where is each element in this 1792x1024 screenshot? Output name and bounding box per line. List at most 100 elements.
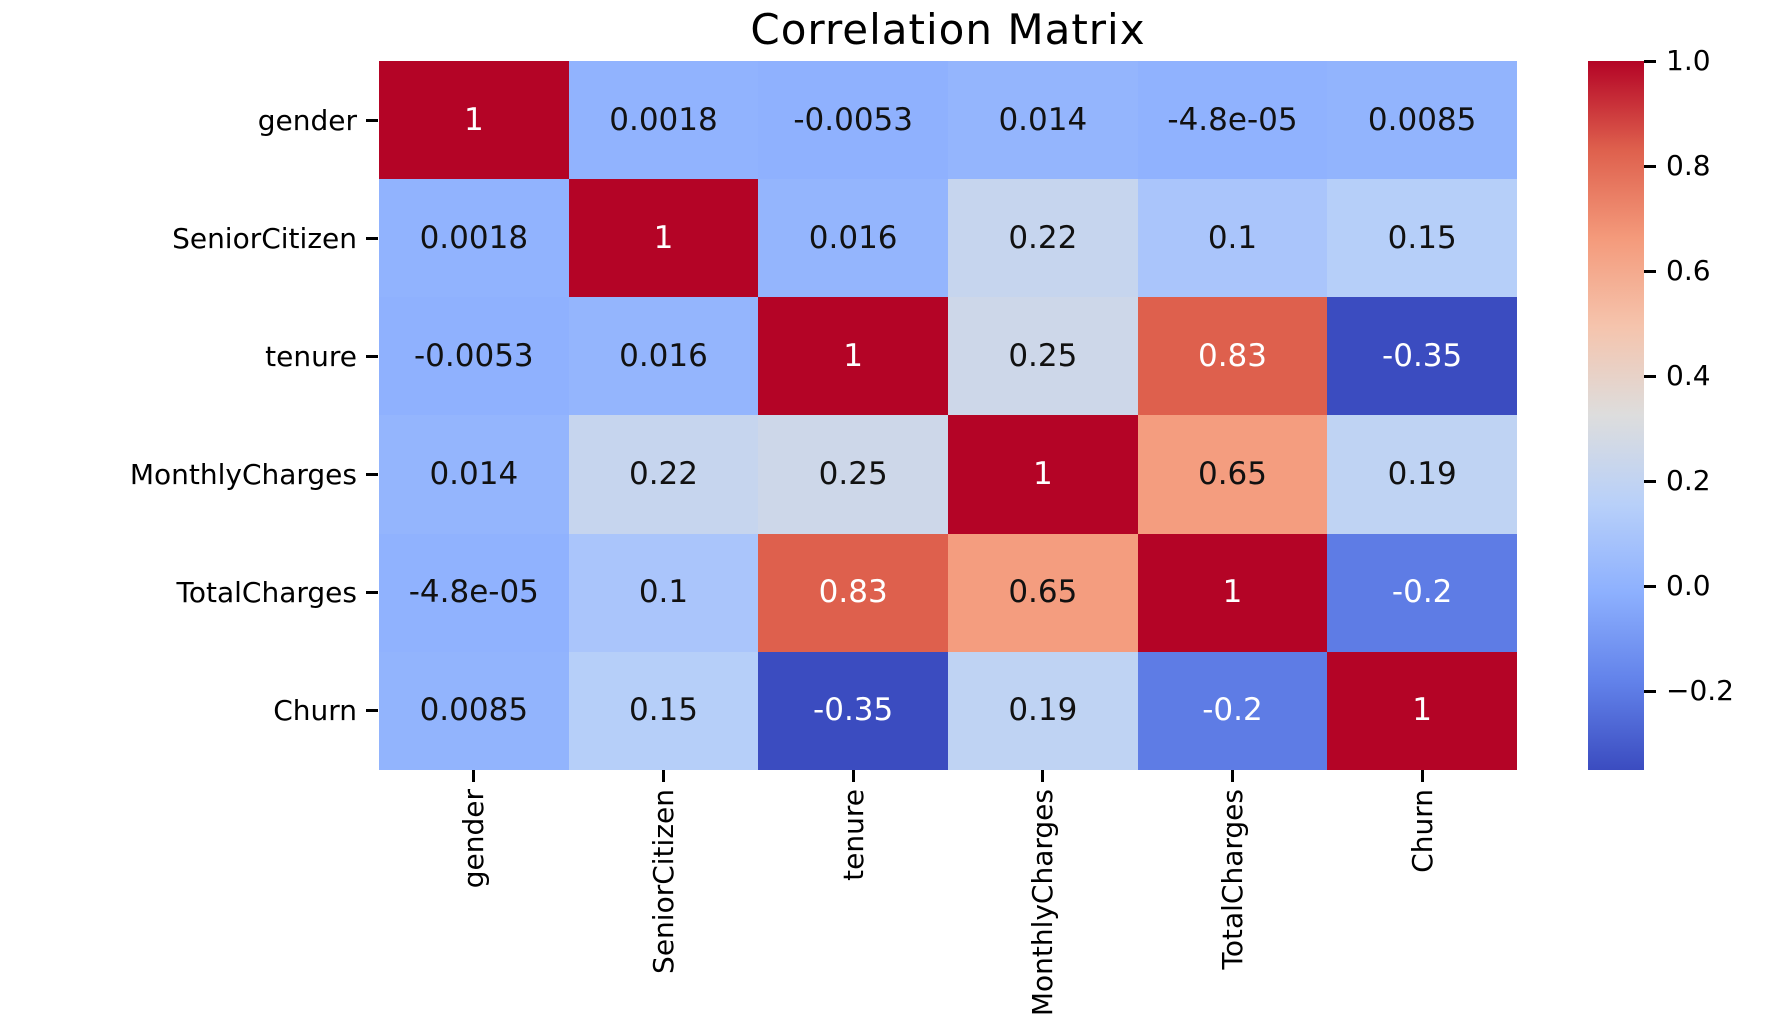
heatmap-cell-gender-Churn: 0.0085 bbox=[1327, 61, 1517, 180]
cell-value: 0.0018 bbox=[609, 101, 718, 138]
heatmap-cell-TotalCharges-MonthlyCharges: 0.65 bbox=[948, 533, 1138, 652]
heatmap-grid: 1 0.0018 -0.0053 0.014 -4.8e-05 0.0085 0.0018 1… bbox=[379, 61, 1517, 770]
cell-value: 1 bbox=[653, 219, 674, 256]
heatmap-cell-SeniorCitizen-MonthlyCharges: 0.22 bbox=[948, 179, 1138, 298]
heatmap-cell-gender-SeniorCitizen: 0.0018 bbox=[568, 61, 759, 180]
cell-value: 1 bbox=[1222, 574, 1243, 611]
x-tick-label: MonthlyCharges bbox=[1026, 789, 1060, 1017]
heatmap-cell-tenure-TotalCharges: 0.83 bbox=[1137, 297, 1328, 416]
cell-value: 1 bbox=[1412, 692, 1433, 729]
colorbar-tick-label: 0.6 bbox=[1666, 254, 1711, 288]
x-tick-mark bbox=[851, 770, 855, 782]
cell-value: 0.1 bbox=[638, 574, 689, 611]
cell-value: 0.014 bbox=[429, 456, 519, 493]
heatmap-cell-TotalCharges-TotalCharges: 1 bbox=[1137, 533, 1328, 652]
cell-value: 0.19 bbox=[1008, 692, 1078, 729]
heatmap-cell-TotalCharges-tenure: 0.83 bbox=[758, 533, 948, 652]
cell-value: -4.8e-05 bbox=[1167, 101, 1298, 138]
cell-value: 0.22 bbox=[628, 456, 698, 493]
heatmap-cell-SeniorCitizen-Churn: 0.15 bbox=[1327, 179, 1517, 298]
cell-value: 0.1 bbox=[1207, 219, 1258, 256]
heatmap-cell-Churn-TotalCharges: -0.2 bbox=[1137, 651, 1328, 770]
cell-value: -4.8e-05 bbox=[408, 574, 539, 611]
cell-value: 0.65 bbox=[1197, 456, 1267, 493]
cell-value: -0.0053 bbox=[414, 337, 534, 374]
y-tick-label: Churn bbox=[273, 694, 357, 728]
x-tick-mark bbox=[661, 770, 665, 782]
cell-value: 0.15 bbox=[628, 692, 698, 729]
y-axis-labels: gender SeniorCitizen tenure MonthlyCharges T… bbox=[0, 61, 378, 770]
heatmap-cell-tenure-gender: -0.0053 bbox=[379, 297, 569, 416]
cell-value: 1 bbox=[843, 337, 864, 374]
colorbar-tick-label: 0.4 bbox=[1666, 359, 1711, 393]
cell-value: 0.014 bbox=[998, 101, 1088, 138]
colorbar-tick-label: 1.0 bbox=[1666, 44, 1711, 77]
cell-value: 0.65 bbox=[1008, 574, 1078, 611]
cell-value: 1 bbox=[463, 101, 484, 138]
colorbar-tick-mark bbox=[1644, 479, 1656, 483]
cell-value: -0.2 bbox=[1202, 692, 1263, 729]
heatmap-cell-MonthlyCharges-MonthlyCharges: 1 bbox=[948, 415, 1138, 534]
cell-value: 0.016 bbox=[808, 219, 898, 256]
y-tick-label: SeniorCitizen bbox=[172, 221, 357, 255]
cell-value: -0.0053 bbox=[793, 101, 913, 138]
x-label-col-tenure: tenure bbox=[758, 770, 948, 1024]
cell-value: 0.0018 bbox=[419, 219, 529, 256]
x-tick-mark bbox=[1041, 770, 1045, 782]
x-label-col-Churn: Churn bbox=[1327, 770, 1517, 1024]
x-tick-label: gender bbox=[457, 789, 491, 889]
x-label-col-MonthlyCharges: MonthlyCharges bbox=[948, 770, 1138, 1024]
cell-value: 0.0085 bbox=[419, 692, 529, 729]
y-label-row-tenure: tenure bbox=[0, 297, 378, 415]
cell-value: -0.2 bbox=[1391, 574, 1453, 611]
x-tick-mark bbox=[1230, 770, 1234, 782]
heatmap-cell-tenure-MonthlyCharges: 0.25 bbox=[948, 297, 1138, 416]
x-tick-label: tenure bbox=[836, 789, 870, 881]
x-label-col-gender: gender bbox=[379, 770, 569, 1024]
cell-value: 0.83 bbox=[818, 574, 888, 611]
heatmap-cell-MonthlyCharges-tenure: 0.25 bbox=[758, 415, 948, 534]
cell-value: 0.15 bbox=[1387, 219, 1457, 256]
heatmap-cell-SeniorCitizen-tenure: 0.016 bbox=[758, 179, 948, 298]
cell-value: 0.19 bbox=[1387, 456, 1457, 493]
colorbar-tick-mark bbox=[1644, 689, 1656, 693]
x-label-col-TotalCharges: TotalCharges bbox=[1138, 770, 1328, 1024]
heatmap-cell-Churn-MonthlyCharges: 0.19 bbox=[948, 651, 1138, 770]
heatmap-cell-MonthlyCharges-Churn: 0.19 bbox=[1327, 415, 1517, 534]
chart-title: Correlation Matrix bbox=[750, 5, 1146, 54]
heatmap-cell-Churn-Churn: 1 bbox=[1327, 651, 1517, 770]
y-label-row-TotalCharges: TotalCharges bbox=[0, 534, 378, 652]
heatmap-cell-gender-tenure: -0.0053 bbox=[758, 61, 948, 180]
y-label-row-Churn: Churn bbox=[0, 652, 378, 770]
y-tick-label: tenure bbox=[265, 339, 357, 373]
heatmap-cell-Churn-SeniorCitizen: 0.15 bbox=[568, 651, 759, 770]
y-tick-label: TotalCharges bbox=[176, 576, 357, 610]
heatmap-cell-TotalCharges-SeniorCitizen: 0.1 bbox=[568, 533, 759, 652]
colorbar-tick-mark bbox=[1644, 59, 1656, 63]
cell-value: -0.35 bbox=[1382, 337, 1463, 374]
y-tick-mark bbox=[366, 118, 378, 122]
y-label-row-MonthlyCharges: MonthlyCharges bbox=[0, 416, 378, 534]
colorbar-tick-label: 0.8 bbox=[1666, 149, 1711, 183]
heatmap-cell-SeniorCitizen-gender: 0.0018 bbox=[379, 179, 569, 298]
cell-value: 0.0085 bbox=[1367, 101, 1477, 138]
heatmap-cell-gender-gender: 1 bbox=[379, 61, 569, 180]
colorbar bbox=[1588, 61, 1644, 770]
y-tick-label: MonthlyCharges bbox=[129, 458, 357, 492]
cell-value: 0.83 bbox=[1197, 337, 1267, 374]
y-tick-mark bbox=[366, 473, 378, 477]
cell-value: 1 bbox=[1032, 456, 1053, 493]
y-tick-mark bbox=[366, 354, 378, 358]
x-label-col-SeniorCitizen: SeniorCitizen bbox=[569, 770, 759, 1024]
x-tick-label: SeniorCitizen bbox=[646, 789, 680, 974]
cell-value: 0.25 bbox=[818, 456, 888, 493]
y-tick-mark bbox=[366, 591, 378, 595]
heatmap-cell-MonthlyCharges-gender: 0.014 bbox=[379, 415, 569, 534]
y-tick-label: gender bbox=[257, 103, 357, 137]
heatmap-cell-tenure-Churn: -0.35 bbox=[1327, 297, 1517, 416]
colorbar-tick-label: 0.2 bbox=[1666, 464, 1711, 498]
heatmap-cell-MonthlyCharges-SeniorCitizen: 0.22 bbox=[568, 415, 759, 534]
x-tick-label: Churn bbox=[1405, 789, 1439, 873]
y-tick-mark bbox=[366, 709, 378, 713]
y-label-row-SeniorCitizen: SeniorCitizen bbox=[0, 179, 378, 297]
